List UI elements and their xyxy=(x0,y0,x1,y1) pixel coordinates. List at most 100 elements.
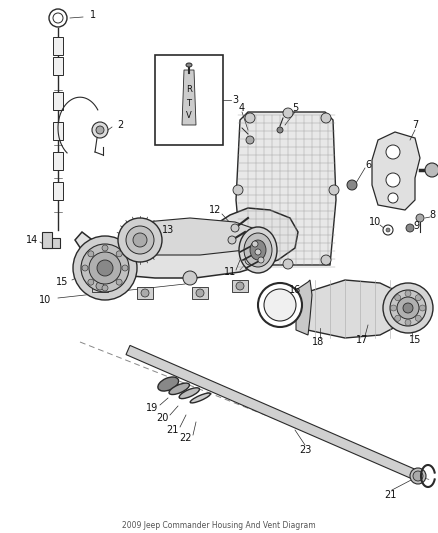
Bar xyxy=(155,55,223,145)
Polygon shape xyxy=(298,280,410,338)
Circle shape xyxy=(245,113,255,123)
Circle shape xyxy=(96,282,104,290)
Circle shape xyxy=(425,163,438,177)
Circle shape xyxy=(81,244,129,292)
Text: 22: 22 xyxy=(179,433,191,443)
Circle shape xyxy=(141,289,149,297)
Polygon shape xyxy=(296,280,312,335)
Text: 1: 1 xyxy=(90,10,96,20)
Ellipse shape xyxy=(158,377,179,391)
Circle shape xyxy=(321,113,331,123)
Circle shape xyxy=(252,241,258,247)
Circle shape xyxy=(236,282,244,290)
Bar xyxy=(53,152,63,170)
Bar xyxy=(53,57,63,75)
Circle shape xyxy=(245,255,255,265)
Text: 8: 8 xyxy=(429,210,435,220)
Circle shape xyxy=(183,271,197,285)
Circle shape xyxy=(231,224,239,232)
Text: T: T xyxy=(187,99,191,108)
Circle shape xyxy=(397,297,419,319)
Circle shape xyxy=(102,285,108,291)
Circle shape xyxy=(405,319,411,326)
Text: 16: 16 xyxy=(289,285,301,295)
Text: 15: 15 xyxy=(56,277,68,287)
Circle shape xyxy=(386,173,400,187)
Text: 5: 5 xyxy=(292,103,298,113)
Ellipse shape xyxy=(179,387,200,399)
Text: 4: 4 xyxy=(239,103,245,113)
Circle shape xyxy=(388,193,398,203)
Bar xyxy=(92,280,108,292)
Bar xyxy=(53,37,63,55)
Circle shape xyxy=(390,290,426,326)
Circle shape xyxy=(116,251,122,257)
Circle shape xyxy=(255,249,261,255)
Circle shape xyxy=(347,180,357,190)
Text: 12: 12 xyxy=(209,205,221,215)
Text: 20: 20 xyxy=(156,413,168,423)
Text: 10: 10 xyxy=(369,217,381,227)
Text: 21: 21 xyxy=(166,425,178,435)
Ellipse shape xyxy=(250,240,266,260)
Bar xyxy=(42,238,60,248)
Circle shape xyxy=(395,315,401,321)
Text: 18: 18 xyxy=(312,337,324,347)
Bar xyxy=(137,287,153,299)
Circle shape xyxy=(96,126,104,134)
Circle shape xyxy=(410,468,426,484)
Circle shape xyxy=(88,279,94,285)
Circle shape xyxy=(386,145,400,159)
Circle shape xyxy=(413,471,423,481)
Bar xyxy=(232,280,248,292)
Text: R: R xyxy=(186,85,192,94)
Circle shape xyxy=(102,245,108,251)
Circle shape xyxy=(196,289,204,297)
Text: 9: 9 xyxy=(413,221,419,231)
Bar xyxy=(53,122,63,140)
Ellipse shape xyxy=(244,233,272,267)
Circle shape xyxy=(277,127,283,133)
Circle shape xyxy=(228,236,236,244)
Circle shape xyxy=(258,283,302,327)
Text: 15: 15 xyxy=(409,335,421,345)
Circle shape xyxy=(403,303,413,313)
Bar xyxy=(53,92,63,110)
Circle shape xyxy=(283,108,293,118)
Text: 7: 7 xyxy=(412,120,418,130)
Circle shape xyxy=(73,236,137,300)
Text: 2: 2 xyxy=(117,120,123,130)
Circle shape xyxy=(420,305,425,311)
Ellipse shape xyxy=(190,393,211,403)
Bar xyxy=(53,182,63,200)
Polygon shape xyxy=(236,112,336,265)
Text: 13: 13 xyxy=(162,225,174,235)
Circle shape xyxy=(406,224,414,232)
Text: 11: 11 xyxy=(224,267,236,277)
Circle shape xyxy=(321,255,331,265)
Circle shape xyxy=(383,225,393,235)
Circle shape xyxy=(395,295,401,301)
Circle shape xyxy=(133,233,147,247)
Text: 17: 17 xyxy=(356,335,368,345)
Circle shape xyxy=(391,305,396,311)
Circle shape xyxy=(97,260,113,276)
Circle shape xyxy=(386,228,390,232)
Polygon shape xyxy=(182,70,196,125)
Circle shape xyxy=(415,315,421,321)
Circle shape xyxy=(88,251,94,257)
Bar xyxy=(192,287,208,299)
Circle shape xyxy=(118,218,162,262)
Polygon shape xyxy=(126,345,420,481)
Circle shape xyxy=(82,265,88,271)
Text: 3: 3 xyxy=(232,95,238,105)
Circle shape xyxy=(126,226,154,254)
Circle shape xyxy=(89,252,121,284)
Ellipse shape xyxy=(239,227,277,273)
Text: 14: 14 xyxy=(26,235,38,245)
Circle shape xyxy=(383,283,433,333)
Text: 2009 Jeep Commander Housing And Vent Diagram: 2009 Jeep Commander Housing And Vent Dia… xyxy=(122,521,316,529)
Circle shape xyxy=(122,265,128,271)
Text: 21: 21 xyxy=(384,490,396,500)
Circle shape xyxy=(329,185,339,195)
